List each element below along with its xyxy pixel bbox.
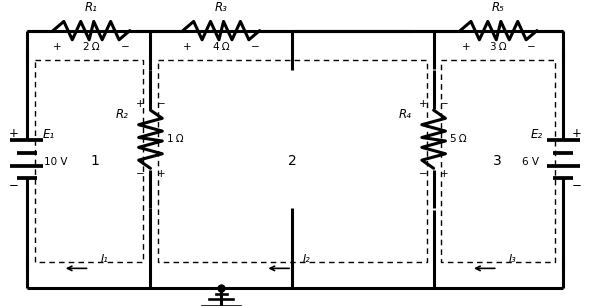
Text: −: − [440, 99, 448, 109]
Text: I₂: I₂ [303, 254, 311, 264]
Text: +: + [419, 99, 427, 109]
Text: 1 Ω: 1 Ω [167, 134, 183, 144]
Text: R₄: R₄ [399, 108, 412, 121]
Text: 4 Ω: 4 Ω [213, 42, 230, 51]
Text: −: − [136, 170, 144, 179]
Text: 2 Ω: 2 Ω [83, 42, 100, 51]
Text: −: − [419, 170, 427, 179]
Text: +: + [136, 99, 144, 109]
Text: 5 Ω: 5 Ω [450, 134, 467, 144]
Text: R₅: R₅ [492, 1, 505, 14]
Text: 6 V: 6 V [523, 157, 539, 167]
Text: I₃: I₃ [509, 254, 516, 264]
Text: 3 Ω: 3 Ω [490, 42, 507, 51]
Text: 1: 1 [91, 154, 100, 168]
Text: −: − [157, 99, 165, 109]
Text: −: − [572, 179, 581, 192]
Text: +: + [157, 170, 165, 179]
Text: +: + [462, 42, 470, 51]
Text: −: − [122, 42, 130, 51]
Text: +: + [572, 127, 581, 140]
Text: +: + [183, 42, 191, 51]
Text: E₁: E₁ [43, 128, 55, 141]
Text: R₃: R₃ [215, 1, 228, 14]
Text: −: − [251, 42, 260, 51]
Text: 10 V: 10 V [44, 157, 68, 167]
Text: +: + [9, 127, 18, 140]
Text: R₁: R₁ [85, 1, 98, 14]
Text: E₂: E₂ [531, 128, 543, 141]
Text: +: + [53, 42, 61, 51]
Text: I₁: I₁ [100, 254, 108, 264]
Text: 3: 3 [493, 154, 502, 168]
Text: +: + [440, 170, 448, 179]
Text: 2: 2 [288, 154, 296, 168]
Text: R₂: R₂ [116, 108, 129, 121]
Text: −: − [9, 179, 18, 192]
Text: −: − [527, 42, 535, 51]
